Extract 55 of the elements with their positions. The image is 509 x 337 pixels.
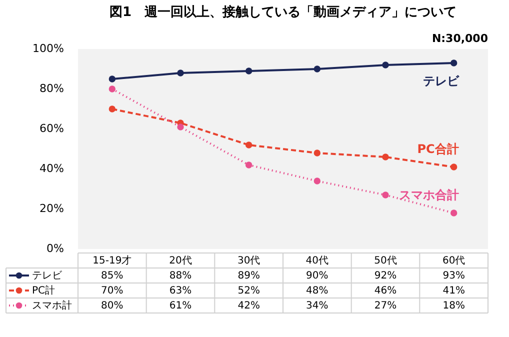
data-label: 92% (374, 270, 397, 282)
data-label: 34% (306, 300, 328, 312)
data-label: 70% (101, 286, 124, 296)
legend-label: PC計 (32, 284, 56, 296)
data-label: 52% (238, 286, 260, 296)
text: N:30,000 (432, 32, 488, 45)
data-label: 88% (169, 270, 192, 282)
x-tick-label: 50代 (374, 256, 397, 266)
data-label: 63% (169, 286, 192, 296)
x-tick-label: 20代 (169, 256, 192, 266)
data-label: 90% (306, 270, 328, 282)
y-tick-label: 20% (40, 202, 64, 215)
chart-title: 図1 週一回以上、接触している「動画メディア」について (109, 4, 457, 20)
data-label: 80% (101, 300, 124, 312)
data-label: 18% (442, 300, 465, 312)
x-tick-label: 30代 (237, 256, 260, 266)
y-tick-label: 60% (40, 122, 64, 135)
data-label: 93% (442, 270, 465, 282)
y-tick-label: 0% (46, 242, 64, 255)
point (450, 60, 458, 66)
point (108, 86, 116, 92)
point (314, 178, 321, 184)
point (245, 162, 252, 168)
point (245, 142, 252, 148)
x-tick-label: 60代 (442, 256, 466, 266)
data-label: 41% (442, 286, 465, 296)
data-label: 89% (238, 270, 260, 282)
point (314, 150, 321, 156)
point (177, 70, 184, 76)
data-label: 48% (306, 286, 328, 296)
point (245, 68, 252, 74)
data-label: 85% (101, 270, 124, 282)
point (450, 210, 458, 216)
data-label: 46% (374, 286, 397, 296)
legend-label: スマホ計 (32, 300, 72, 312)
y-tick-label: 80% (40, 82, 64, 95)
point (108, 106, 116, 112)
legend-label: テレビ (32, 270, 63, 282)
point (108, 76, 116, 82)
data-label: 27% (374, 300, 397, 312)
annotation: スマホ合計 (398, 188, 459, 202)
point (382, 62, 389, 68)
x-tick-label: 40代 (306, 256, 329, 266)
point (382, 154, 389, 160)
data-label: 42% (238, 300, 260, 312)
y-tick-label: 100% (32, 42, 64, 55)
x-tick-label: 15-19才 (92, 254, 132, 266)
point (450, 164, 458, 170)
annotation: テレビ (422, 74, 460, 88)
y-tick-label: 40% (40, 162, 64, 175)
point (314, 66, 321, 72)
point (382, 192, 389, 198)
annotation: PC合計 (417, 142, 459, 156)
point (177, 124, 184, 130)
data-label: 61% (169, 300, 192, 312)
